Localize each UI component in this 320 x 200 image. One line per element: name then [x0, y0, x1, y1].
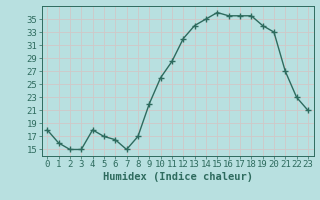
X-axis label: Humidex (Indice chaleur): Humidex (Indice chaleur) — [103, 172, 252, 182]
